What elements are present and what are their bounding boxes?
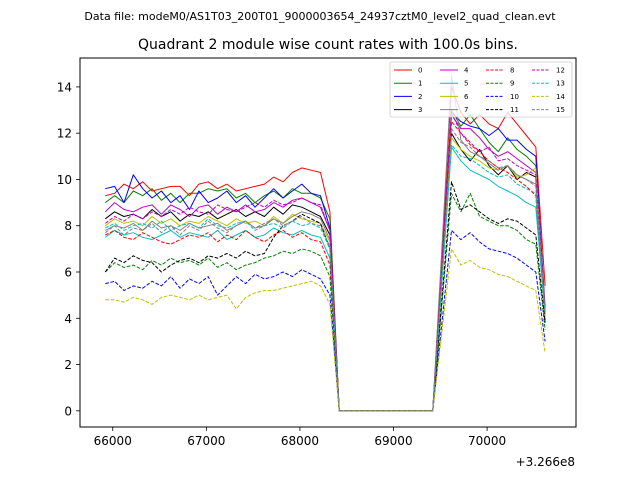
series-line-7 [105, 74, 546, 412]
y-tick-label: 2 [64, 358, 72, 372]
x-tick-label: 69000 [374, 434, 412, 448]
series-line-15 [104, 128, 546, 412]
y-tick-label: 4 [64, 312, 72, 326]
series-line-2 [105, 111, 546, 412]
x-tick-label: 67000 [187, 434, 225, 448]
x-tick-label: 70000 [468, 434, 506, 448]
legend-label-11: 11 [510, 106, 519, 114]
series-line-0 [105, 86, 546, 412]
series-line-14 [105, 248, 546, 412]
y-tick-label: 0 [64, 404, 72, 418]
legend-label-14: 14 [556, 93, 565, 101]
legend-label-3: 3 [418, 106, 422, 114]
legend-label-9: 9 [510, 80, 514, 88]
legend-label-12: 12 [556, 67, 565, 75]
y-tick-label: 6 [64, 265, 72, 279]
series-line-9 [104, 192, 546, 412]
series-line-12 [105, 111, 546, 412]
series-line-8 [105, 121, 546, 412]
series-line-3 [104, 132, 546, 412]
legend-label-0: 0 [418, 67, 422, 75]
series-line-10 [105, 229, 546, 412]
series-line-5 [105, 146, 546, 412]
series-line-13 [105, 144, 546, 412]
legend-label-2: 2 [418, 93, 422, 101]
chart-suptitle: Data file: modeM0/AS1T03_200T01_90000036… [84, 10, 556, 23]
legend-label-13: 13 [556, 80, 565, 88]
x-tick-label: 68000 [281, 434, 319, 448]
y-tick-label: 14 [57, 80, 72, 94]
plot-frame [79, 57, 577, 428]
legend-label-1: 1 [418, 80, 422, 88]
chart-title: Quadrant 2 module wise count rates with … [138, 37, 518, 53]
series-line-4 [104, 114, 546, 412]
x-tick-label: 66000 [94, 434, 132, 448]
legend-label-5: 5 [464, 80, 468, 88]
legend-label-7: 7 [464, 106, 468, 114]
series-line-1 [105, 109, 546, 412]
legend-label-6: 6 [464, 93, 469, 101]
legend-label-15: 15 [556, 106, 565, 114]
legend-label-10: 10 [510, 93, 519, 101]
legend-box [389, 61, 573, 118]
series-layer [104, 74, 546, 412]
series-line-11 [104, 181, 546, 412]
y-tick-label: 12 [57, 127, 72, 141]
legend-label-8: 8 [510, 67, 514, 75]
y-tick-label: 8 [64, 219, 72, 233]
legend-label-4: 4 [464, 67, 469, 75]
y-tick-label: 10 [57, 173, 72, 187]
x-offset-label: +3.266e8 [516, 455, 575, 469]
